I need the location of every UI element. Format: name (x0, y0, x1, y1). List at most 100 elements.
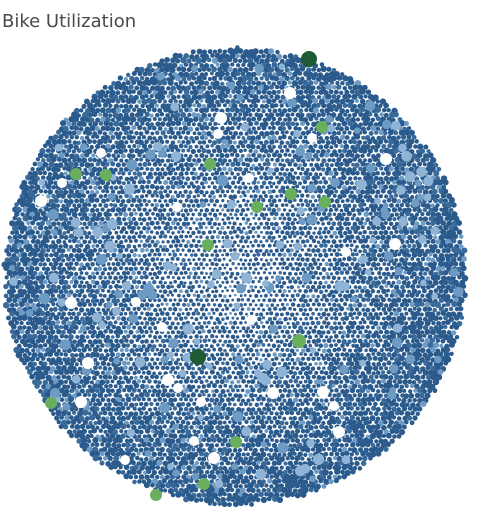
bubble (213, 294, 218, 299)
bubble (122, 85, 129, 92)
bubble (166, 158, 171, 163)
bubble (189, 288, 194, 293)
bubble (111, 324, 117, 330)
bubble (114, 212, 119, 217)
bubble (67, 158, 72, 163)
bubble (145, 311, 150, 317)
bubble (316, 194, 321, 199)
bubble (139, 166, 144, 171)
bubble (22, 234, 28, 240)
bubble (316, 240, 321, 245)
bubble (234, 276, 238, 281)
bubble (236, 244, 240, 248)
bubble (320, 139, 326, 144)
bubble (204, 63, 210, 69)
bubble (186, 156, 192, 163)
bubble (135, 329, 140, 334)
bubble (100, 271, 105, 276)
bubble (411, 288, 418, 294)
bubble (194, 279, 199, 284)
bubble (383, 339, 389, 345)
bubble (329, 99, 335, 105)
bubble (176, 330, 181, 335)
bubble (230, 216, 234, 220)
bubble (207, 338, 211, 343)
bubble (73, 125, 80, 131)
bubble (270, 239, 274, 243)
bubble (147, 125, 152, 131)
bubble (232, 57, 238, 63)
bubble (66, 121, 72, 127)
bubble (126, 72, 131, 78)
bubble (19, 320, 24, 326)
bubble (154, 103, 159, 108)
bubble (404, 321, 409, 326)
bubble (314, 334, 318, 338)
bubble (66, 284, 72, 290)
bubble (51, 240, 56, 245)
bubble (287, 334, 292, 340)
bubble (427, 152, 434, 159)
bubble (181, 103, 187, 109)
bubble (290, 158, 295, 163)
bubble (196, 148, 202, 154)
bubble (61, 319, 67, 325)
bubble (254, 348, 259, 353)
bubble (224, 286, 227, 289)
bubble (53, 234, 58, 240)
bubble (179, 253, 183, 256)
bubble (142, 280, 147, 286)
bubble (77, 212, 83, 217)
bubble (179, 316, 184, 321)
bubble (240, 307, 245, 312)
bubble (28, 229, 35, 236)
bubble (242, 198, 246, 203)
bubble (147, 144, 153, 149)
bubble (92, 121, 98, 127)
bubble (349, 243, 354, 248)
bubble (406, 269, 412, 275)
bubble (457, 256, 462, 262)
bubble (38, 279, 44, 285)
bubble (145, 121, 150, 127)
bubble (181, 239, 185, 243)
bubble (121, 116, 128, 123)
bubble (274, 312, 279, 317)
bubble (402, 244, 407, 249)
bubble (228, 303, 233, 308)
bubble (273, 75, 280, 82)
bubble (162, 117, 168, 122)
bubble (105, 189, 110, 194)
bubble (177, 53, 183, 59)
bubble (166, 293, 170, 297)
bubble (142, 253, 147, 258)
bubble (142, 270, 147, 275)
bubble (288, 153, 292, 157)
bubble (32, 288, 39, 295)
bubble (393, 311, 400, 317)
bubble (158, 308, 163, 312)
bubble (321, 74, 328, 82)
bubble (139, 258, 144, 263)
bubble (57, 266, 62, 271)
bubble (332, 122, 337, 127)
bubble (245, 162, 251, 168)
bubble (356, 279, 361, 285)
bubble (366, 198, 370, 203)
bubble (308, 335, 313, 340)
bubble (186, 275, 191, 280)
bubble (246, 298, 251, 302)
bubble (131, 135, 136, 140)
bubble (425, 256, 432, 262)
bubble (225, 263, 229, 267)
bubble (316, 302, 322, 307)
bubble (178, 108, 184, 113)
bubble (135, 338, 140, 343)
bubble (113, 347, 119, 352)
bubble (412, 306, 417, 311)
bubble (215, 153, 220, 158)
bubble (312, 231, 316, 235)
bubble (271, 53, 277, 59)
bubble (368, 283, 374, 290)
bubble (361, 234, 366, 239)
